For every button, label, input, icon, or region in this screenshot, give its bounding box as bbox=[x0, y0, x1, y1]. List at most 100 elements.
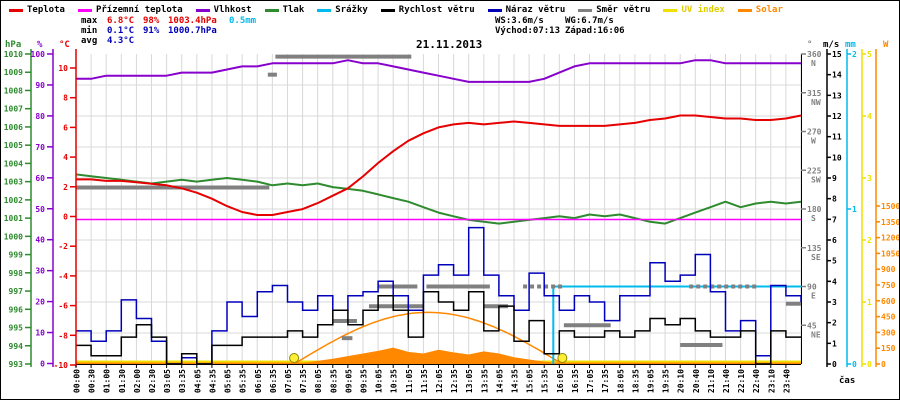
solar-tick-label: 1350 bbox=[881, 218, 899, 227]
temperature-legend-label: Teplota bbox=[27, 5, 65, 15]
clear-sky-solar-arc bbox=[293, 311, 561, 365]
temperature-tick-label: 2 bbox=[63, 183, 68, 192]
wind-speed-tick-label: 4 bbox=[832, 277, 837, 286]
time-tick-label: 13:35 bbox=[480, 369, 489, 393]
time-tick-label: 21:40 bbox=[722, 369, 731, 393]
time-tick-label: 23:10 bbox=[767, 369, 776, 393]
time-tick-label: 03:05 bbox=[163, 369, 172, 393]
pressure-tick-label: 1002 bbox=[4, 196, 23, 205]
uv-tick-label: 0 bbox=[867, 360, 872, 369]
time-tick-label: 18:05 bbox=[616, 369, 625, 393]
pressure-tick-label: 1004 bbox=[4, 159, 23, 168]
pressure-tick-label: 998 bbox=[9, 269, 24, 278]
humidity-tick-label: 80 bbox=[35, 112, 45, 121]
wind-speed-tick-label: 15 bbox=[832, 50, 842, 59]
solar-tick-label: 1050 bbox=[881, 249, 899, 258]
legend-item-wind-speed: Rychlost větru bbox=[380, 5, 475, 15]
pressure-tick-label: 1008 bbox=[4, 86, 23, 95]
time-tick-label: 04:05 bbox=[193, 369, 202, 393]
stat-sunset: Západ:16:06 bbox=[565, 26, 625, 36]
pressure-tick-label: 995 bbox=[9, 324, 24, 333]
direction-tick-label: 45 bbox=[807, 321, 817, 330]
stat-sunrise: Východ:07:13 bbox=[495, 26, 561, 36]
wind-gust-legend-swatch bbox=[487, 8, 502, 12]
temperature-axis-title: °C bbox=[59, 40, 70, 50]
temperature-line bbox=[76, 114, 802, 216]
humidity-tick-label: 0 bbox=[40, 360, 45, 369]
humidity-tick-label: 20 bbox=[35, 298, 45, 307]
pressure-tick-label: 1007 bbox=[4, 105, 23, 114]
solar-tick-label: 300 bbox=[881, 328, 896, 337]
time-tick-label: 08:05 bbox=[314, 369, 323, 393]
time-tick-label: 21:10 bbox=[707, 369, 716, 393]
wind-direction-legend-label: Směr větru bbox=[596, 5, 651, 15]
solar-tick-label: 600 bbox=[881, 297, 896, 306]
legend-item-solar: Solar bbox=[737, 5, 783, 15]
time-tick-label: 20:40 bbox=[692, 369, 701, 393]
stat-max-label: max bbox=[81, 16, 98, 26]
pressure-tick-label: 994 bbox=[9, 342, 24, 351]
humidity-legend-swatch bbox=[195, 8, 210, 12]
time-tick-label: 01:00 bbox=[103, 369, 112, 393]
temperature-tick-label: 10 bbox=[58, 64, 68, 73]
stat-avg-temp: 4.3°C bbox=[107, 36, 135, 46]
legend-item-temperature: Teplota bbox=[9, 5, 65, 15]
humidity-tick-label: 100 bbox=[31, 50, 46, 59]
direction-compass-label: SW bbox=[811, 175, 821, 184]
wind-speed-tick-label: 6 bbox=[832, 236, 837, 245]
direction-tick-label: 315 bbox=[807, 89, 822, 98]
pressure-legend-swatch bbox=[264, 8, 279, 12]
wind-axis-title: m/s bbox=[823, 40, 839, 50]
uv-tick-label: 1 bbox=[867, 298, 872, 307]
time-tick-label: 12:05 bbox=[435, 369, 444, 393]
time-tick-label: 14:05 bbox=[495, 369, 504, 393]
legend-item-wind-direction: Směr větru bbox=[578, 5, 650, 15]
temperature-legend-swatch bbox=[9, 8, 23, 12]
direction-tick-label: 90 bbox=[807, 283, 817, 292]
time-tick-label: 06:35 bbox=[269, 369, 278, 393]
wind-speed-tick-label: 3 bbox=[832, 298, 837, 307]
time-tick-label: 06:05 bbox=[254, 369, 263, 393]
stat-wind-gust-summary: WG:6.7m/s bbox=[565, 16, 614, 26]
humidity-line bbox=[76, 59, 801, 83]
wind-gust-legend-label: Náraz větru bbox=[505, 5, 566, 15]
time-tick-label: 19:05 bbox=[646, 369, 655, 393]
time-tick-label: 04:35 bbox=[208, 369, 217, 393]
time-tick-label: 18:35 bbox=[631, 369, 640, 393]
stat-max-temp: 6.8°C bbox=[107, 16, 135, 26]
temperature-tick-label: 8 bbox=[63, 94, 68, 103]
wind-speed-tick-label: 12 bbox=[832, 112, 842, 121]
axes-layer: 1010100910081007100610051004100310021001… bbox=[4, 40, 899, 393]
pressure-tick-label: 1005 bbox=[4, 141, 23, 150]
uv-tick-label: 5 bbox=[867, 50, 872, 59]
pressure-tick-label: 1003 bbox=[4, 178, 23, 187]
time-tick-label: 07:35 bbox=[299, 369, 308, 393]
time-tick-label: 15:35 bbox=[541, 369, 550, 393]
time-tick-label: 02:00 bbox=[133, 369, 142, 393]
direction-compass-label: NE bbox=[811, 330, 821, 339]
solar-tick-label: 150 bbox=[881, 344, 896, 353]
uv-tick-label: 3 bbox=[867, 174, 872, 183]
time-tick-label: 03:35 bbox=[178, 369, 187, 393]
stat-min-pressure: 1000.7hPa bbox=[168, 26, 217, 36]
time-tick-label: 02:30 bbox=[148, 369, 157, 393]
time-tick-label: 20:10 bbox=[677, 369, 686, 393]
time-tick-label: 17:05 bbox=[586, 369, 595, 393]
rain-tick-label: 2 bbox=[852, 50, 857, 59]
direction-compass-label: E bbox=[811, 292, 816, 301]
temperature-tick-label: 0 bbox=[63, 213, 68, 222]
time-axis-title: čas bbox=[839, 375, 855, 386]
direction-axis-title: ° bbox=[807, 40, 812, 50]
temperature-tick-label: 6 bbox=[63, 123, 68, 132]
solar-legend-label: Solar bbox=[755, 5, 783, 15]
pressure-tick-label: 1009 bbox=[4, 68, 23, 77]
pressure-tick-label: 1001 bbox=[4, 214, 23, 223]
rain-axis-title: mm bbox=[845, 40, 856, 50]
legend-item-wind-gust: Náraz větru bbox=[487, 5, 566, 15]
wind_speed-line bbox=[76, 290, 801, 365]
humidity-axis-title: % bbox=[37, 40, 43, 50]
time-tick-label: 17:35 bbox=[601, 369, 610, 393]
temperature-tick-label: -2 bbox=[58, 242, 68, 251]
pressure-legend-label: Tlak bbox=[282, 5, 305, 15]
temperature-tick-label: -6 bbox=[58, 302, 68, 311]
